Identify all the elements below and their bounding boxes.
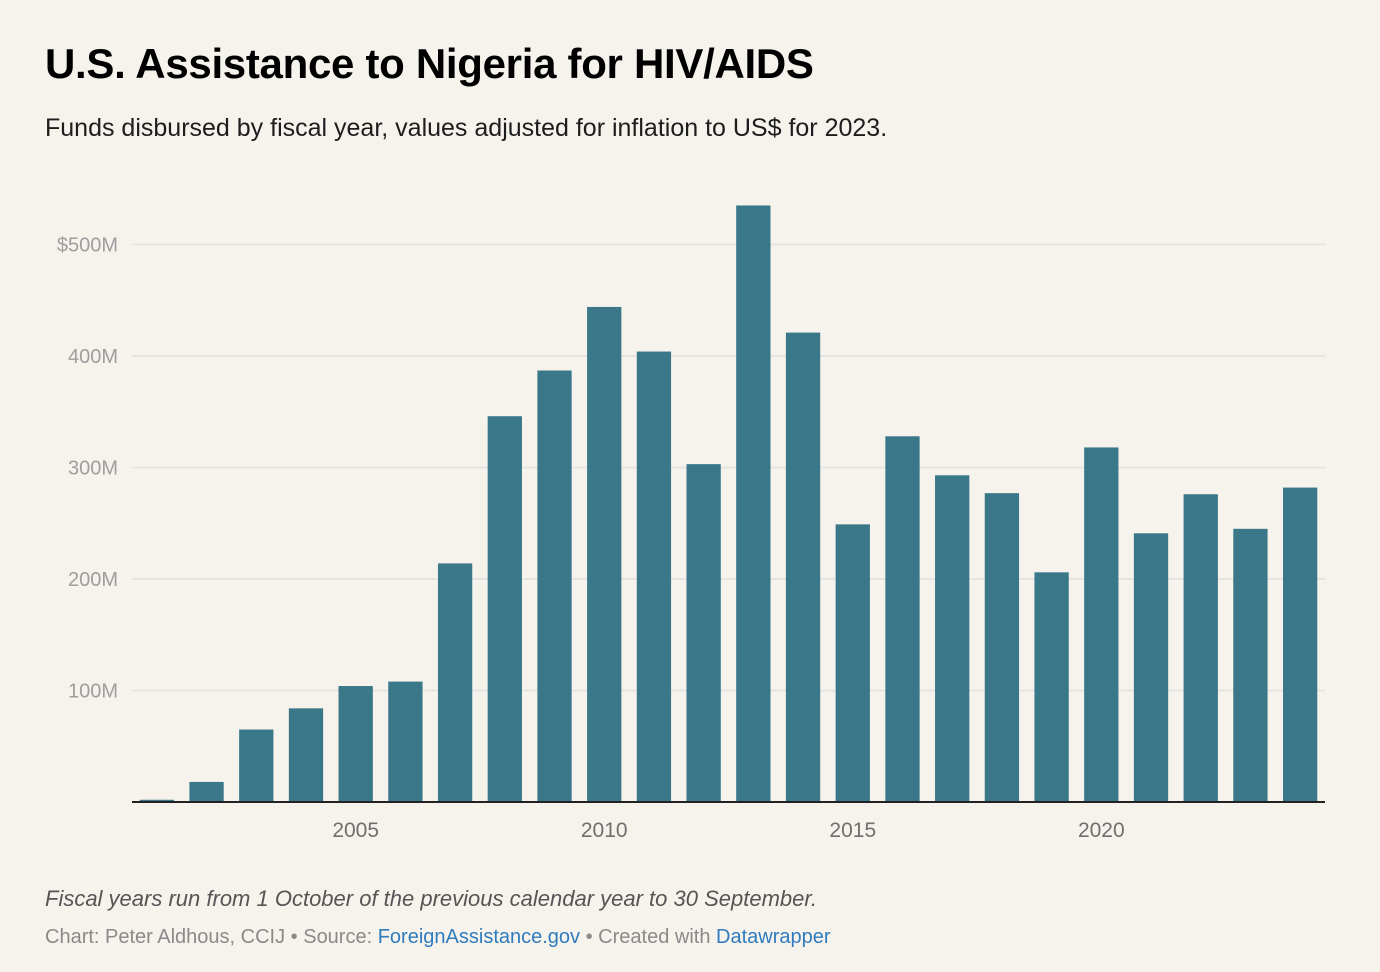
bar-2018 [984,493,1020,802]
x-tick-label: 2005 [332,819,379,842]
bar-2004 [288,708,324,802]
datawrapper-link[interactable]: Datawrapper [716,926,831,948]
bar-2002 [189,781,224,802]
y-tick-label: 400M [68,346,118,368]
credit-text: Chart: Peter Aldhous, CCIJ • Source: [45,926,378,948]
bar-chart: 100M 200M 300M 400M $500M 2005 2010 2015 2020 [57,205,1325,842]
chart-title: U.S. Assistance to Nigeria for HIV/AIDS [45,40,814,87]
bar-2024 [1282,487,1318,802]
chart-subtitle: Funds disbursed by fiscal year, values a… [45,114,888,142]
bar-2019 [1034,572,1069,802]
y-tick-label: 200M [68,569,118,591]
bar-2007 [437,563,473,802]
bar-2009 [537,370,572,802]
bar-2015 [835,524,870,802]
bar-2023 [1233,528,1268,802]
bar-2013 [736,205,771,803]
bar-2001 [139,799,175,802]
y-tick-label: 300M [68,458,118,480]
y-tick-label: $500M [57,235,118,257]
y-tick-label: 100M [68,681,118,703]
x-tick-label: 2015 [829,819,876,842]
gridlines [132,243,1325,692]
bar-2005 [338,686,373,802]
source-link[interactable]: ForeignAssistance.gov [377,926,581,948]
x-axis-labels: 2005 2010 2015 2020 [332,819,1124,842]
bar-2014 [785,332,821,802]
bar-2003 [239,729,274,802]
created-with-text: • Created with [580,926,716,948]
bars [139,205,1318,803]
bar-2022 [1183,494,1218,802]
bar-2012 [686,464,721,802]
bar-2011 [636,351,672,802]
chart-footer: Chart: Peter Aldhous, CCIJ • Source: For… [45,926,831,949]
bar-2010 [587,306,622,802]
bar-2006 [388,681,423,802]
bar-2017 [935,475,970,802]
x-tick-label: 2020 [1078,819,1125,842]
bar-2021 [1133,533,1169,802]
x-tick-label: 2010 [581,819,628,842]
y-axis-labels: 100M 200M 300M 400M $500M [57,235,118,703]
bar-2016 [885,436,920,802]
bar-2008 [487,416,522,802]
bar-2020 [1084,447,1119,802]
chart-note: Fiscal years run from 1 October of the p… [45,886,817,911]
